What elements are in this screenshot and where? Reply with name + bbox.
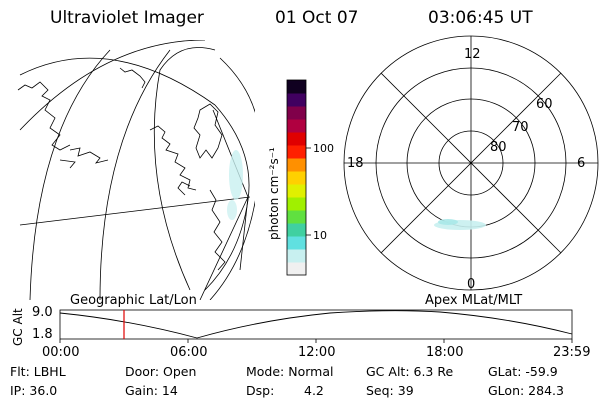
aurora-map-glow xyxy=(227,200,237,220)
colorbar-tick-100: 100 xyxy=(313,142,334,155)
polar-label-0: 0 xyxy=(467,277,476,292)
timeline-x-tick-0: 00:00 xyxy=(42,345,80,360)
timeline-axis-label: GC Alt xyxy=(11,308,25,346)
coastline xyxy=(209,189,226,271)
info-glat: GLat: -59.9 xyxy=(488,364,558,379)
info-dsp-label: Dsp: xyxy=(246,383,275,398)
colorbar-band xyxy=(287,158,306,172)
colorbar-band xyxy=(287,80,306,94)
colorbar-band xyxy=(287,210,306,224)
coastline xyxy=(59,159,76,169)
info-dsp-value: 4.2 xyxy=(304,383,324,398)
colorbar-band xyxy=(287,132,306,146)
colorbar-band xyxy=(287,249,306,263)
geographic-map xyxy=(17,40,255,300)
timeline-right-title: Apex MLat/MLT xyxy=(425,293,523,308)
info-gc-alt: GC Alt: 6.3 Re xyxy=(366,364,454,379)
map-grid-line xyxy=(19,196,251,226)
map-grid-line xyxy=(239,196,249,271)
date-label: 01 Oct 07 xyxy=(275,8,359,28)
colorbar-band xyxy=(287,236,306,250)
coastline xyxy=(69,147,109,164)
altitude-curve xyxy=(59,310,573,339)
colorbar-band xyxy=(287,119,306,133)
map-grid-line xyxy=(204,104,250,291)
polar-label-12: 12 xyxy=(464,47,481,62)
colorbar-band xyxy=(287,106,306,120)
aurora-map-glow xyxy=(229,150,243,200)
map-grid-line xyxy=(19,57,216,106)
coastline xyxy=(149,125,197,191)
colorbar-band xyxy=(287,184,306,198)
timeline-x-tick-2: 12:00 xyxy=(298,345,336,360)
timeline-y-bottom: 1.8 xyxy=(32,327,53,342)
timeline-y-top: 9.0 xyxy=(32,305,53,320)
timeline-x-tick-3: 18:00 xyxy=(426,345,464,360)
colorbar-unit-label: photon cm⁻²s⁻¹ xyxy=(267,147,281,240)
colorbar-frame xyxy=(286,79,307,276)
info-glon: GLon: 284.3 xyxy=(488,383,564,398)
map-grid-line xyxy=(29,49,111,300)
colorbar xyxy=(287,80,306,276)
polar-lat-70: 70 xyxy=(512,120,529,135)
info-door: Door: Open xyxy=(125,364,197,379)
colorbar-band xyxy=(287,171,306,185)
info-ip: IP: 36.0 xyxy=(10,383,58,398)
map-grid-line xyxy=(199,196,249,300)
coastline xyxy=(119,67,146,89)
map-grid-line xyxy=(153,47,216,291)
polar-plot xyxy=(343,35,599,291)
colorbar-tick-10: 10 xyxy=(313,229,327,242)
colorbar-band xyxy=(287,223,306,237)
timeline-left-title: Geographic Lat/Lon xyxy=(70,293,197,308)
info-gain: Gain: 14 xyxy=(125,383,178,398)
info-seq: Seq: 39 xyxy=(366,383,414,398)
polar-label-18: 18 xyxy=(347,156,364,171)
map-grid-line xyxy=(19,40,206,131)
polar-lat-80: 80 xyxy=(490,140,507,155)
info-flt: Flt: LBHL xyxy=(10,364,66,379)
polar-lat-60: 60 xyxy=(536,97,553,112)
coastline xyxy=(17,81,71,151)
instrument-title: Ultraviolet Imager xyxy=(50,8,204,28)
time-label: 03:06:45 UT xyxy=(428,8,533,28)
coastline xyxy=(177,181,191,196)
coastline xyxy=(193,103,223,159)
polar-axis xyxy=(380,72,562,254)
aurora-polar-glow xyxy=(438,219,458,225)
colorbar-band xyxy=(287,145,306,159)
info-mode: Mode: Normal xyxy=(246,364,334,379)
colorbar-band xyxy=(287,262,306,276)
polar-label-6: 6 xyxy=(577,156,586,171)
colorbar-band xyxy=(287,93,306,107)
colorbar-band xyxy=(287,197,306,211)
map-grid-line xyxy=(209,57,255,300)
timeline-x-tick-1: 06:00 xyxy=(170,345,208,360)
timeline-x-tick-4: 23:59 xyxy=(553,345,591,360)
map-grid-line xyxy=(99,49,171,300)
